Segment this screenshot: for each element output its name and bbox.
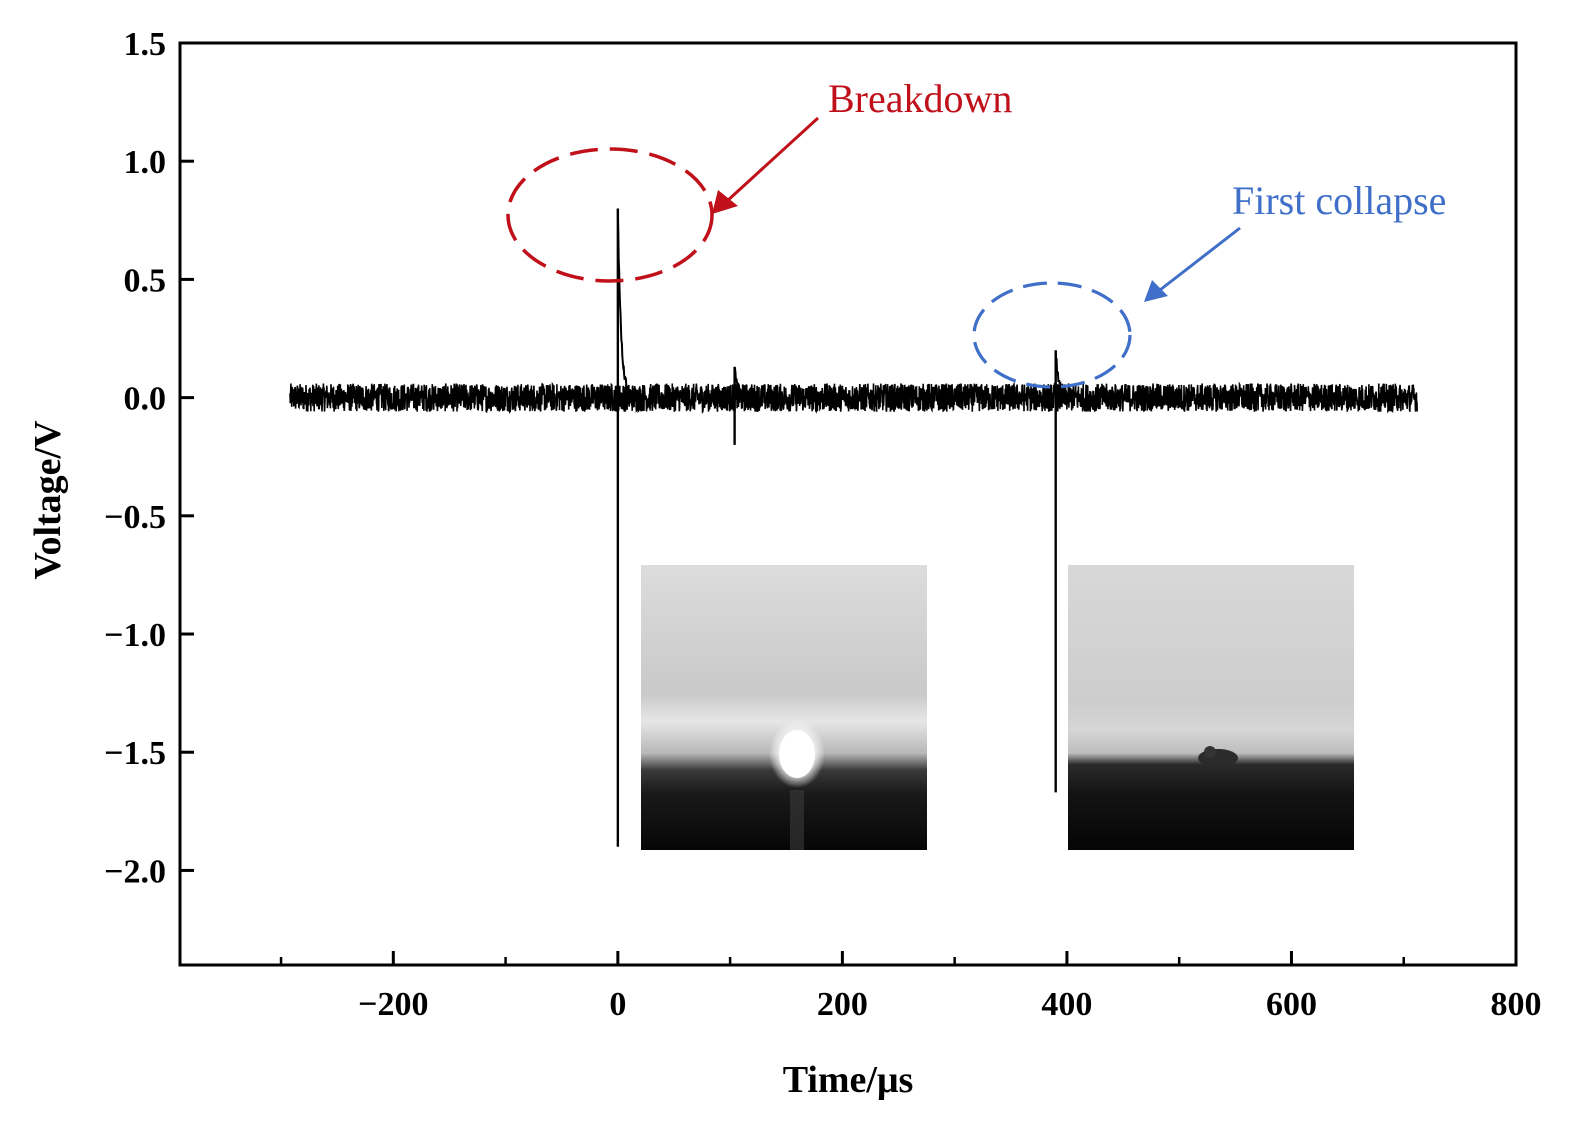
x-axis-ticks: −200 0 200 400 600 800 — [279, 951, 1542, 1023]
x-tick-label: 800 — [1491, 986, 1542, 1023]
inset-breakdown-frame — [641, 565, 927, 850]
y-tick-label: −2.0 — [104, 853, 166, 890]
x-tick-label: 400 — [1041, 986, 1092, 1023]
first-collapse-label: First collapse — [1232, 178, 1446, 223]
breakdown-circle — [506, 147, 714, 283]
y-tick-label: 0.5 — [124, 262, 167, 299]
spike-decay-tail — [1054, 350, 1075, 404]
breakdown-annotation: Breakdown — [506, 76, 1012, 283]
x-tick-label: 600 — [1266, 986, 1317, 1023]
spike-decay-tail — [733, 366, 754, 403]
y-tick-label: −0.5 — [104, 499, 166, 536]
y-tick-label: −1.0 — [104, 617, 166, 654]
breakdown-arrow-icon — [724, 116, 820, 204]
y-tick-label: 1.5 — [124, 26, 167, 63]
x-axis-title: Time/μs — [783, 1059, 914, 1101]
y-axis-title: Voltage/V — [27, 420, 69, 580]
collapse-circle — [972, 281, 1132, 389]
y-tick-label: 1.0 — [124, 144, 167, 181]
x-tick-label: 200 — [817, 986, 868, 1023]
first-collapse-annotation: First collapse — [972, 178, 1446, 389]
inset-collapse-frame — [1068, 565, 1354, 850]
x-tick-label: −200 — [358, 986, 428, 1023]
y-tick-label: 0.0 — [124, 381, 167, 418]
breakdown-label: Breakdown — [828, 76, 1012, 121]
spike-decay-tail — [616, 208, 637, 402]
y-axis-ticks: 1.5 1.0 0.5 0.0 −0.5 −1.0 −1.5 −2.0 — [104, 26, 194, 890]
y-tick-label: −1.5 — [104, 735, 166, 772]
x-tick-label: 0 — [609, 986, 626, 1023]
plot-frame — [178, 41, 1518, 967]
signal-spikes — [616, 208, 1075, 847]
collapse-arrow-icon — [1159, 226, 1241, 292]
voltage-signal-line — [289, 381, 1418, 415]
bubble-icon — [1198, 749, 1238, 767]
